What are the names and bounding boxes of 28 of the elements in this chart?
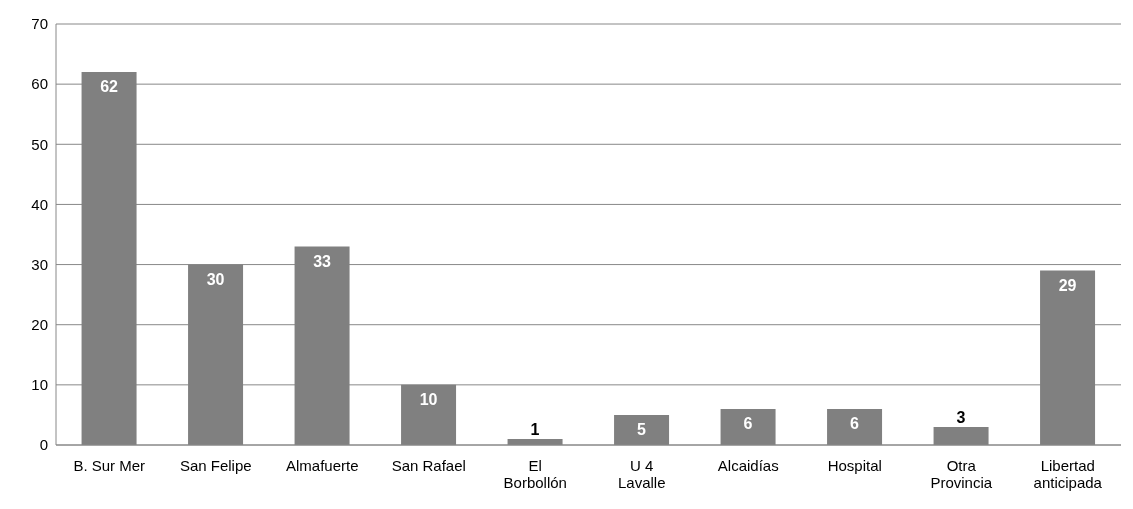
data-label: 10 xyxy=(419,390,438,408)
data-label: 29 xyxy=(1058,276,1077,294)
y-tick-label: 60 xyxy=(31,75,48,93)
data-label: 1 xyxy=(530,420,540,438)
y-tick-label: 50 xyxy=(31,135,48,153)
x-tick-label: B. Sur Mer xyxy=(73,456,146,474)
x-tick-label: U 4 Lavalle xyxy=(617,456,666,491)
data-label: 6 xyxy=(743,414,753,432)
y-tick-label: 70 xyxy=(31,15,48,33)
x-tick-label: Hospital xyxy=(827,456,882,474)
y-tick-label: 10 xyxy=(31,376,48,394)
x-tick-label: San Felipe xyxy=(179,456,252,474)
data-label: 30 xyxy=(206,270,225,288)
y-tick-label: 30 xyxy=(31,255,48,273)
data-label: 6 xyxy=(850,414,860,432)
x-tick-label: San Rafael xyxy=(391,456,466,474)
data-label: 33 xyxy=(313,252,332,270)
y-tick-label: 0 xyxy=(39,436,48,454)
data-label: 3 xyxy=(956,408,966,426)
x-tick-label: Alcaidías xyxy=(717,456,779,474)
y-tick-label: 20 xyxy=(31,316,48,334)
x-tick-label: Almafuerte xyxy=(285,456,359,474)
x-tick-label: Libertad anticipada xyxy=(1033,456,1103,491)
x-tick-label: Otra Provincia xyxy=(930,456,993,491)
y-tick-label: 40 xyxy=(31,195,48,213)
data-label: 62 xyxy=(100,78,119,96)
x-tick-label: El Borbollón xyxy=(503,456,567,491)
data-label: 5 xyxy=(637,420,647,438)
